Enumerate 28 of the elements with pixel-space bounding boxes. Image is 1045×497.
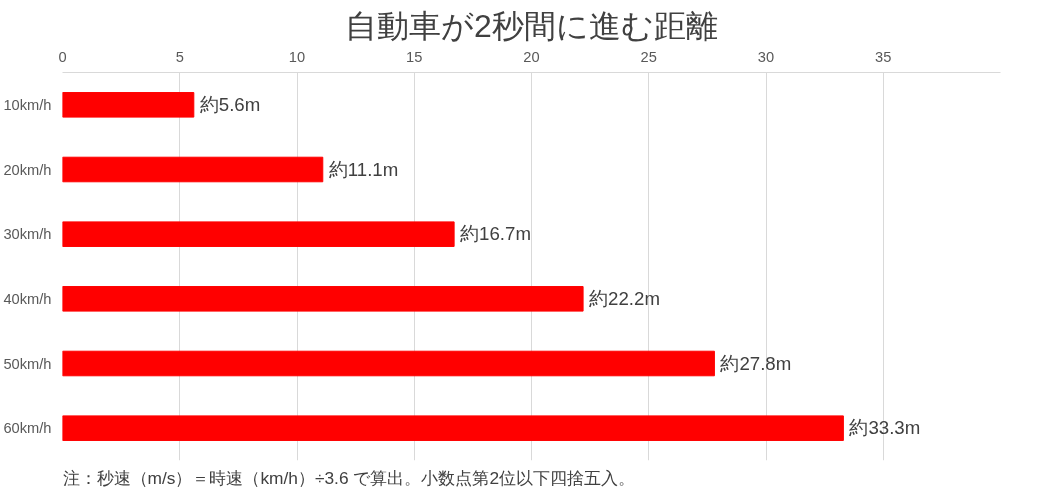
bar <box>62 350 715 377</box>
bar <box>62 415 844 441</box>
x-tick-label: 0 <box>58 48 67 65</box>
y-tick-label: 10km/h <box>3 96 52 113</box>
data-label: 約33.3m <box>849 417 921 439</box>
text: 注：秒速（m/s）＝時速（km/h）÷3.6 で算出。小数点第2位以下四捨五入。 <box>62 467 636 488</box>
chart-title: 自動車が2秒間に進む距離 <box>345 7 718 44</box>
x-tick-label: 10 <box>288 48 306 65</box>
bar <box>62 286 584 312</box>
y-tick-label: 30km/h <box>3 226 52 243</box>
y-tick-label: 40km/h <box>3 290 52 307</box>
data-label: 約22.2m <box>589 287 660 309</box>
bar <box>62 92 195 118</box>
data-label: 約11.1m <box>328 158 399 180</box>
x-tick-label: 20 <box>523 48 540 65</box>
x-tick-label: 25 <box>640 48 657 65</box>
data-label: 約27.8m <box>720 352 792 374</box>
data-label: 約5.6m <box>199 93 261 115</box>
y-tick-label: 60km/h <box>3 420 52 437</box>
bar <box>62 221 455 247</box>
x-tick-label: 30 <box>757 48 775 65</box>
y-tick-label: 50km/h <box>3 355 52 372</box>
x-tick-label: 5 <box>175 48 184 65</box>
data-label: 約16.7m <box>460 223 531 245</box>
x-tick-label: 15 <box>406 48 423 65</box>
x-tick-label: 35 <box>875 48 892 65</box>
y-tick-label: 20km/h <box>3 161 52 178</box>
bar <box>62 156 324 183</box>
